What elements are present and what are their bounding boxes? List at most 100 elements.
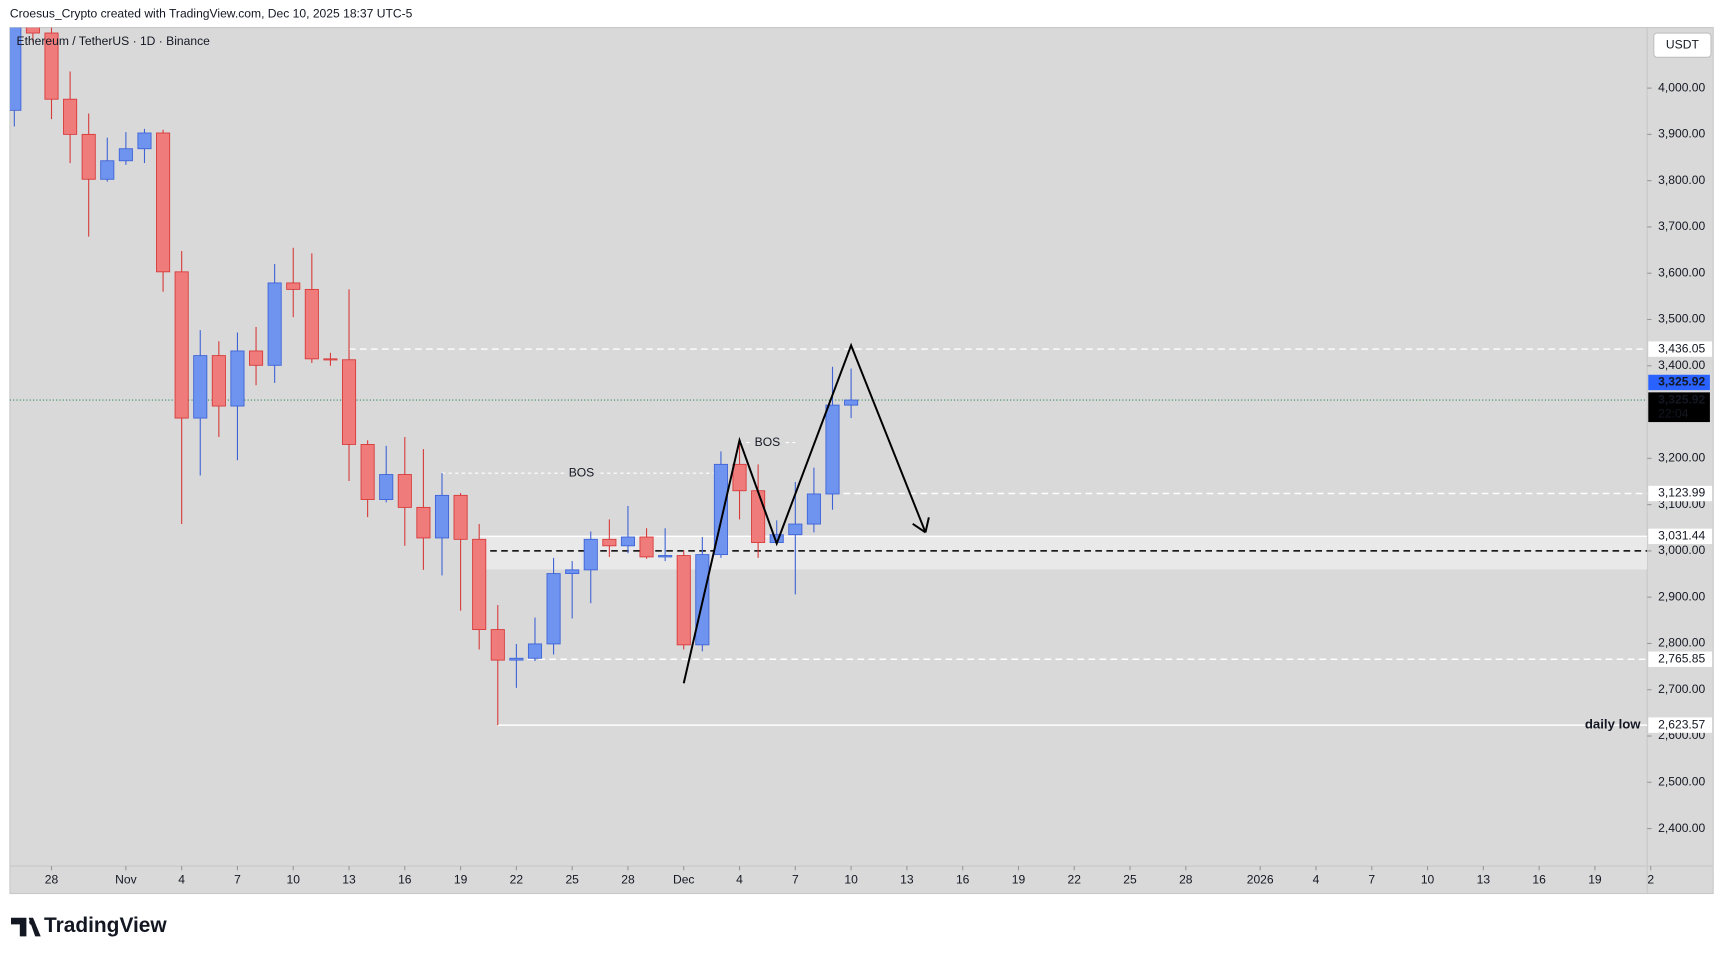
level-text: daily low [1585,717,1641,732]
candle-body [193,355,208,419]
level-label-bg [1648,485,1713,502]
y-tick-label: 3,500.00 [1658,312,1705,326]
candle-body [230,350,245,407]
y-tick-label: 2,400.00 [1658,821,1705,835]
last-price-tag [1648,374,1710,391]
y-tick-label: 3,900.00 [1658,127,1705,141]
x-tick-label: 22 [510,873,524,887]
candle-body [639,536,654,558]
bos-bg [752,434,783,451]
y-tick-label: 3,200.00 [1658,451,1705,465]
candle-body [602,538,617,547]
level-label-bg [1648,341,1713,357]
level-label: 2,623.57 [1658,717,1705,731]
x-tick-label: 2 [1647,873,1654,887]
x-tick-label: 16 [956,873,970,887]
x-tick-label: 4 [1313,873,1320,887]
logo-icon [29,919,35,925]
candle-body [25,27,40,34]
candle-body [81,133,96,180]
candle-body [490,629,505,661]
x-tick-label: 7 [792,873,799,887]
x-tick-label: 10 [287,873,301,887]
x-tick-label: 10 [1421,873,1435,887]
candle-body [732,463,747,492]
y-tick-label: 2,800.00 [1658,636,1705,650]
x-tick-label: Nov [115,873,137,887]
frame [9,27,1714,895]
candle-body [751,490,766,544]
candle-body [304,288,319,360]
y-tick-label: 2,900.00 [1658,589,1705,603]
level-label: 3,436.05 [1658,341,1705,355]
x-tick-label: 7 [1368,873,1375,887]
time-axis-bg [9,866,1648,894]
y-tick-label: 3,700.00 [1658,219,1705,233]
y-tick-label: 3,800.00 [1658,173,1705,187]
candle-body [63,98,78,135]
candle-body [249,350,264,366]
logo [11,917,41,937]
bos-bg [566,465,597,481]
candle-body [211,355,226,407]
candle-body [620,536,635,547]
y-tick-label: 3,400.00 [1658,358,1705,372]
level-label-bg [1648,651,1713,667]
candle-body [583,538,598,571]
candle-body [9,27,22,111]
bos-label: BOS [755,435,781,449]
x-tick-label: 25 [565,873,579,887]
candle-body [397,474,412,508]
candle-body [323,358,338,361]
candle-body [100,160,115,180]
y-tick-label: 2,700.00 [1658,682,1705,696]
x-tick-label: 4 [178,873,185,887]
level-label-bg [1648,528,1713,545]
level-label-bg [1648,717,1713,733]
candle-body [658,555,673,558]
x-tick-label: 13 [342,873,356,887]
x-tick-label: Dec [673,873,695,887]
x-tick-label: 4 [736,873,743,887]
axes: 2,400.002,500.002,600.002,700.002,800.00… [45,80,1713,887]
candle-body [341,359,357,445]
candle-body [825,404,840,495]
x-tick-label: 28 [621,873,635,887]
level-label: 2,765.85 [1658,651,1705,665]
current-price-label: 3,325.92 [1658,392,1705,406]
level-label: 3,031.44 [1658,529,1705,543]
x-tick-label: 16 [398,873,412,887]
candle-body [565,569,580,575]
candle-body [156,132,171,273]
legend-title: Ethereum / TetherUS · 1D · Binance [17,34,211,48]
price-axis-bg [1647,27,1714,894]
candle-body [676,555,691,646]
x-tick-label: 19 [1588,873,1602,887]
candle-body [509,657,524,661]
candle-body [788,523,803,536]
arrow-head [924,517,930,533]
footer-brand: TradingView [44,914,167,937]
y-tick-label: 2,500.00 [1658,774,1705,788]
x-tick-label: 10 [844,873,858,887]
candle-body [434,494,450,539]
x-tick-label: 19 [454,873,468,887]
x-tick-label: 13 [1477,873,1491,887]
candle-body [118,148,133,162]
candle-body [844,399,859,406]
currency-button[interactable] [1653,32,1712,58]
candle-body [546,573,561,645]
candle-body [286,282,301,290]
zigzag-drawing [682,342,927,684]
candle-body [527,643,543,659]
last-price-tag-label: 3,325.92 [1658,375,1705,389]
candle-body [453,494,468,540]
x-tick-label: 19 [1012,873,1026,887]
plot: daily low BOS BOS [9,27,1648,732]
x-tick-label: 28 [45,873,59,887]
y-tick-label: 3,000.00 [1658,543,1705,557]
candle-body [416,506,431,539]
x-tick-label: 16 [1532,873,1546,887]
x-tick-label: 13 [900,873,914,887]
